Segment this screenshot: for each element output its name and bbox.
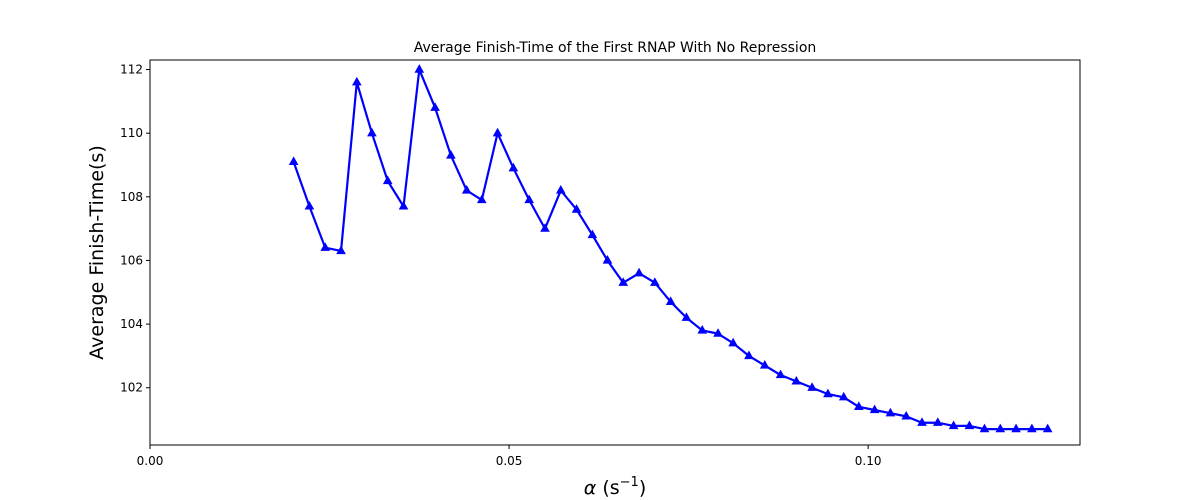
data-point-marker (1011, 423, 1021, 433)
data-point-marker (367, 127, 377, 137)
y-tick-label: 110 (120, 126, 143, 140)
series-line (292, 68, 1048, 431)
data-point-marker (1027, 423, 1037, 433)
data-point-marker (430, 102, 440, 111)
data-point-marker (540, 223, 550, 232)
data-point-marker (398, 200, 409, 210)
data-point-marker (823, 388, 833, 398)
data-point-marker (336, 245, 346, 255)
data-point-marker (555, 185, 566, 194)
data-point-marker (681, 312, 692, 321)
data-point-marker (728, 337, 738, 347)
data-point-marker (508, 162, 519, 172)
data-point-marker (446, 150, 456, 159)
data-point-marker (869, 404, 880, 414)
x-tick-label: 0.10 (855, 454, 882, 468)
data-point-marker (634, 267, 644, 277)
data-point-marker (492, 127, 503, 137)
data-point-marker (759, 360, 770, 369)
chart-title: Average Finish-Time of the First RNAP Wi… (414, 40, 817, 56)
data-point-marker (964, 420, 975, 430)
x-axis-label-close: ) (639, 477, 646, 499)
y-axis-label: Average Finish-Time(s) (86, 145, 108, 359)
data-point-marker (414, 64, 425, 73)
x-tick-label: 0.00 (137, 454, 164, 468)
y-tick-label: 112 (120, 63, 143, 77)
data-point-marker (979, 423, 990, 433)
data-point-marker (948, 420, 959, 430)
x-axis: 0.00 0.05 0.10 (137, 445, 882, 468)
plot-frame (149, 59, 1081, 446)
data-point-marker (917, 417, 927, 426)
data-point-marker (697, 325, 708, 334)
x-axis-label-exponent: −1 (620, 475, 639, 490)
data-point-marker (995, 423, 1006, 433)
y-tick-label: 104 (120, 317, 143, 331)
data-point-marker (461, 185, 472, 194)
data-point-marker (1042, 423, 1053, 433)
data-point-marker (304, 200, 315, 210)
data-point-marker (838, 391, 849, 401)
data-point-marker (791, 375, 802, 385)
data-point-marker (885, 407, 896, 417)
y-axis: 102 104 106 108 110 112 (120, 63, 150, 395)
y-tick-label: 106 (120, 253, 143, 267)
data-point-marker (352, 76, 362, 86)
x-axis-label-symbol: α (584, 477, 597, 499)
data-point-marker (382, 175, 393, 185)
data-point-marker (744, 350, 754, 360)
data-point-marker (932, 417, 943, 426)
data-point-marker (288, 156, 299, 165)
data-point-marker (320, 242, 331, 251)
data-point-marker (587, 229, 598, 239)
data-point-marker (853, 401, 864, 410)
plot-area (288, 64, 1053, 433)
y-tick-label: 108 (120, 190, 143, 204)
data-point-marker (901, 410, 912, 420)
data-point-marker (571, 204, 582, 213)
data-point-marker (807, 382, 817, 391)
data-point-marker (602, 255, 613, 264)
data-point-marker (524, 194, 535, 204)
x-axis-label-unit: (s (596, 477, 619, 499)
x-axis-label: α (s−1) (584, 475, 646, 499)
data-point-marker (775, 369, 786, 379)
x-tick-label: 0.05 (496, 454, 523, 468)
data-point-marker (713, 328, 723, 337)
y-tick-label: 102 (120, 381, 143, 395)
data-point-marker (665, 296, 676, 305)
data-point-marker (650, 277, 660, 286)
data-point-marker (618, 277, 629, 286)
data-point-marker (476, 194, 487, 204)
